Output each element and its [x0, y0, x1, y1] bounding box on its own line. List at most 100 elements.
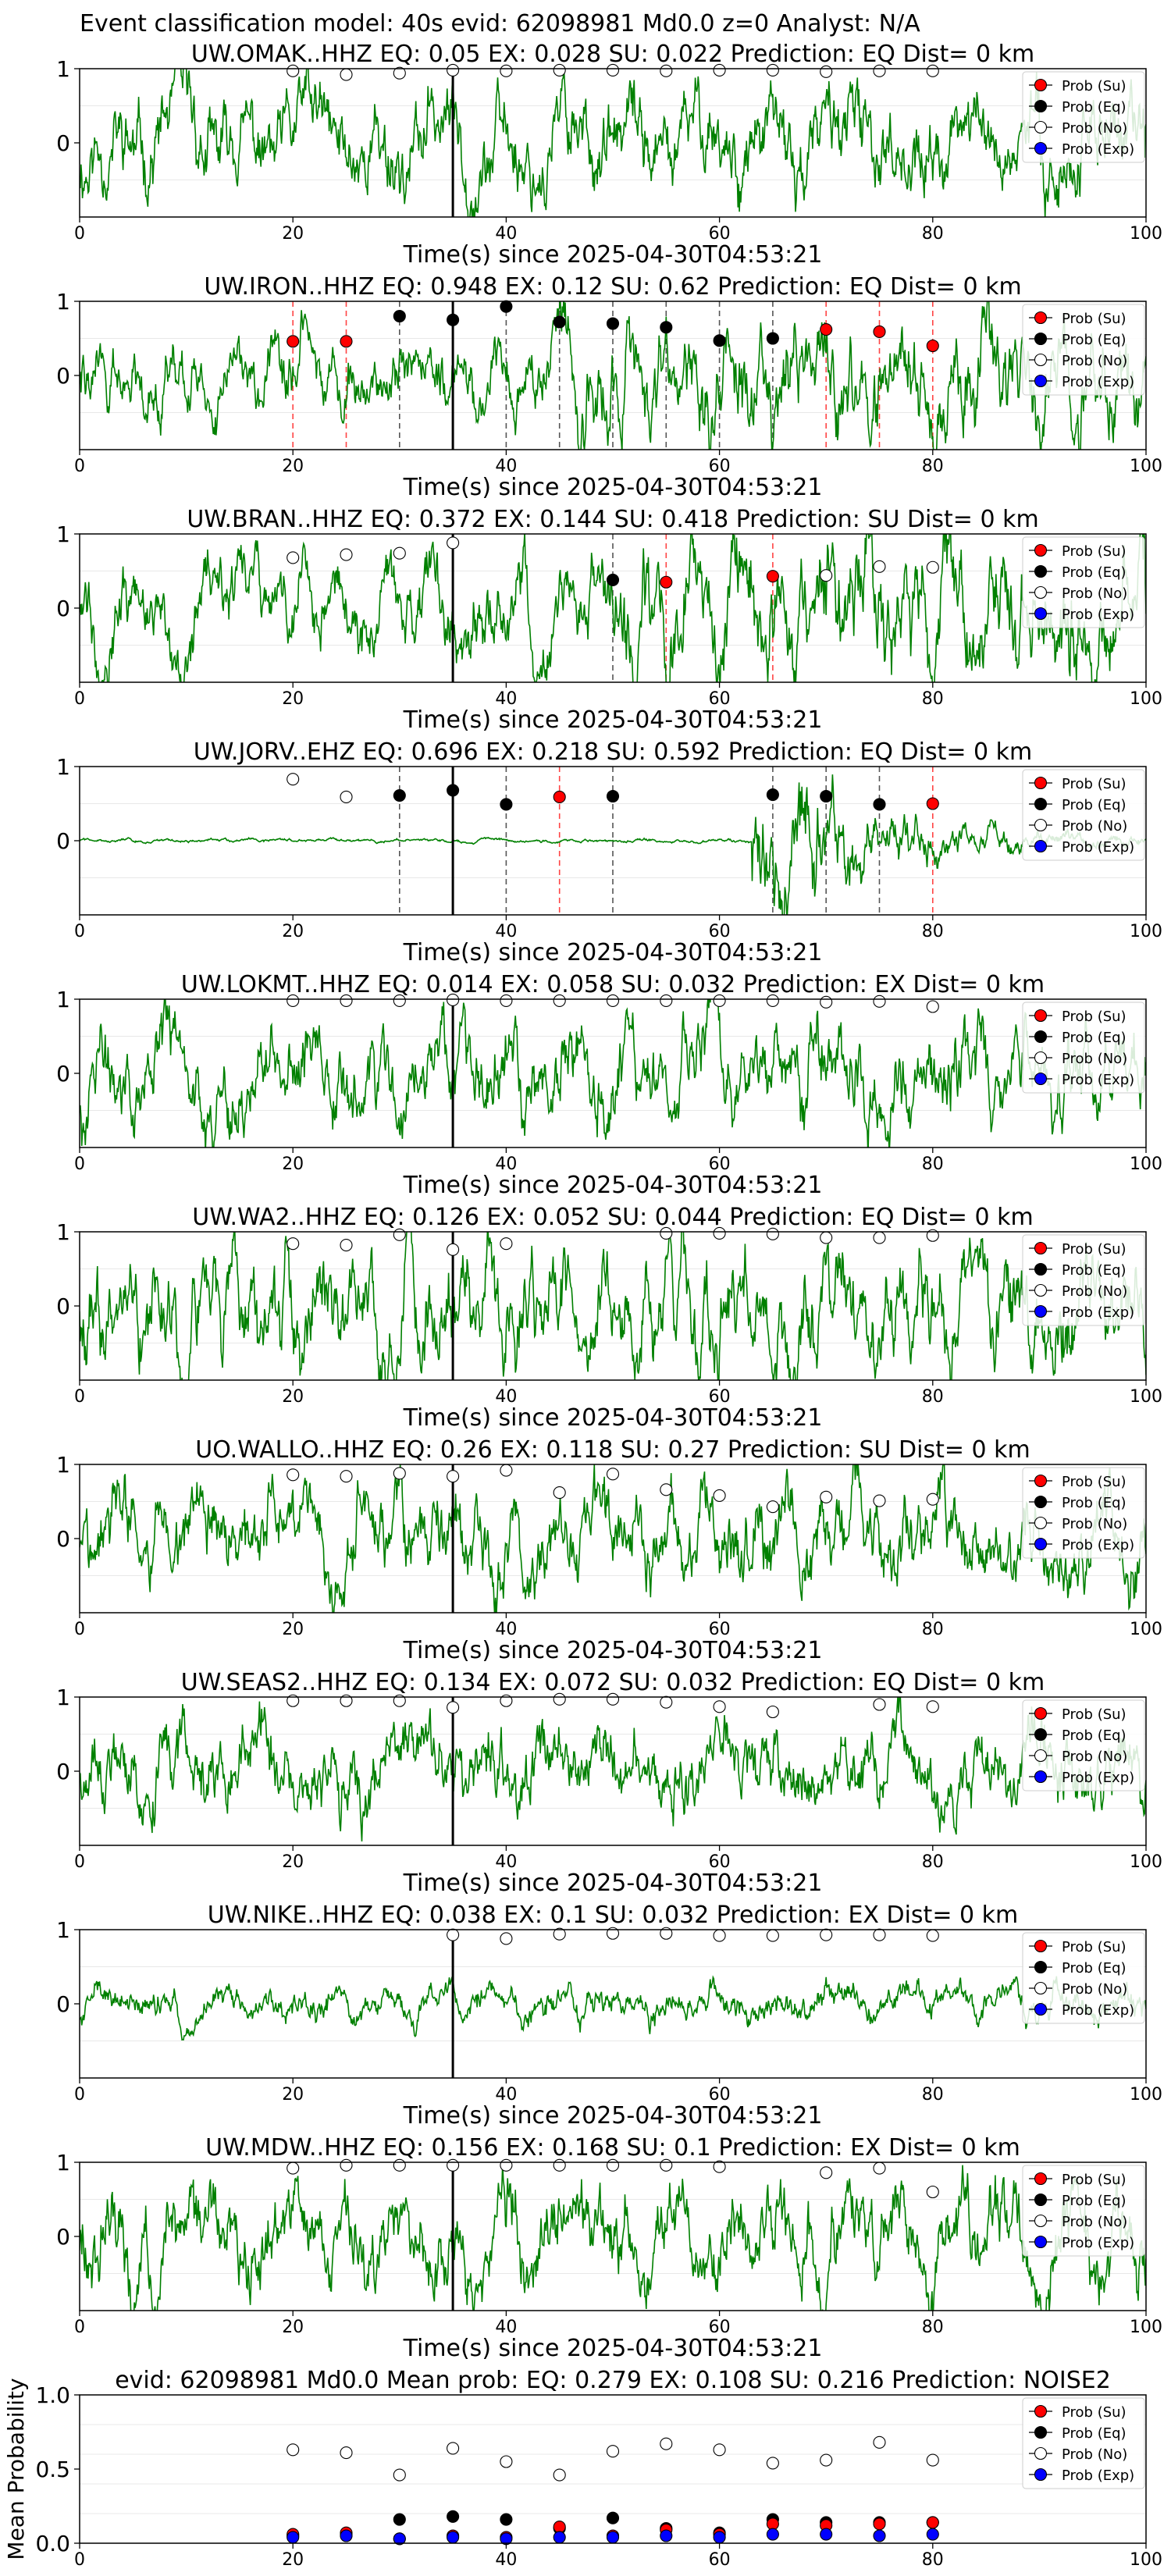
probability-marker-eq	[447, 784, 460, 797]
waveform-trace	[80, 1232, 1146, 1380]
waveform-trace	[80, 999, 1146, 1147]
mean-probability-marker-no	[340, 2446, 353, 2460]
panel-title: UW.SEAS2..HHZ EQ: 0.134 EX: 0.072 SU: 0.…	[181, 1669, 1045, 1696]
probability-marker-no	[500, 1464, 513, 1477]
probability-marker-no	[393, 2158, 406, 2172]
legend-box	[1022, 769, 1145, 861]
legend-label: Prob (Exp)	[1062, 2467, 1134, 2484]
legend-label: Prob (Eq)	[1062, 1262, 1127, 1279]
mean-probability-marker-eq	[393, 2513, 406, 2526]
legend-marker-su	[1034, 2404, 1048, 2418]
legend-marker-exp	[1034, 2002, 1048, 2016]
legend-label: Prob (Eq)	[1062, 1495, 1127, 1511]
legend-label: Prob (Exp)	[1062, 1537, 1134, 1553]
probability-marker-no	[660, 64, 673, 77]
axes-frame	[79, 998, 1147, 1148]
probability-marker-no	[926, 560, 939, 574]
legend-marker-su	[1034, 2172, 1048, 2186]
axes-frame	[79, 2161, 1147, 2311]
legend-label: Prob (Su)	[1062, 1706, 1127, 1723]
y-tick-label: 1	[56, 1685, 70, 1710]
legend-marker-no	[1034, 818, 1048, 832]
legend-box	[1022, 1932, 1145, 2024]
legend-marker-exp	[1034, 2467, 1048, 2482]
legend-label: Prob (Eq)	[1062, 1030, 1127, 1046]
x-tick-label: 0	[74, 2318, 85, 2337]
probability-marker-no	[500, 1932, 513, 1945]
legend-box	[1022, 1002, 1145, 1094]
legend-marker-su	[1034, 1009, 1048, 1023]
panel-6: UW.WA2..HHZ EQ: 0.126 EX: 0.052 SU: 0.04…	[56, 1204, 1162, 1432]
legend-label: Prob (Eq)	[1062, 1727, 1127, 1744]
x-axis-label: Time(s) since 2025-04-30T04:53:21	[403, 2102, 823, 2129]
x-axis-label: Time(s) since 2025-04-30T04:53:21	[403, 939, 823, 966]
x-tick-label: 60	[709, 1387, 731, 1407]
mean-probability-marker-no	[873, 2435, 886, 2449]
probability-marker-no	[660, 1483, 673, 1496]
x-tick-label: 100	[1130, 922, 1162, 941]
x-tick-label: 0	[74, 1387, 85, 1407]
panel-10: UW.MDW..HHZ EQ: 0.156 EX: 0.168 SU: 0.1 …	[56, 2134, 1162, 2362]
probability-marker-no	[606, 2158, 620, 2172]
x-tick-label: 80	[922, 1620, 944, 1639]
probability-marker-su	[340, 335, 353, 348]
probability-marker-no	[660, 994, 673, 1007]
x-tick-label: 100	[1130, 1387, 1162, 1407]
probability-marker-no	[766, 1929, 779, 1942]
legend-label: Prob (Su)	[1062, 1241, 1127, 1258]
x-tick-label: 40	[495, 2085, 517, 2105]
legend-label: Prob (No)	[1062, 818, 1127, 834]
mean-probability-marker-no	[447, 2442, 460, 2455]
probability-marker-no	[660, 1226, 673, 1240]
panel-4: UW.JORV..EHZ EQ: 0.696 EX: 0.218 SU: 0.5…	[56, 738, 1162, 966]
probability-marker-no	[820, 2166, 833, 2179]
y-axis-label: Mean Probability	[3, 2378, 29, 2560]
mean-probability-marker-exp	[873, 2529, 886, 2542]
y-tick-label: 1	[56, 521, 70, 547]
legend-marker-su	[1034, 78, 1048, 92]
legend-label: Prob (Eq)	[1062, 332, 1127, 348]
x-tick-label: 0	[74, 1620, 85, 1639]
x-tick-label: 40	[495, 224, 517, 244]
probability-marker-no	[926, 1700, 939, 1713]
probability-marker-no	[340, 1239, 353, 1252]
probability-marker-no	[447, 63, 460, 76]
x-tick-label: 0	[74, 1852, 85, 1872]
probability-marker-no	[926, 1000, 939, 1013]
x-tick-label: 20	[282, 457, 304, 476]
legend-marker-no	[1034, 1516, 1048, 1530]
legend-box	[1022, 1234, 1145, 1326]
x-tick-label: 0	[74, 1155, 85, 1174]
waveform-trace	[80, 69, 1146, 217]
legend-label: Prob (Eq)	[1062, 99, 1127, 116]
panel-3: UW.BRAN..HHZ EQ: 0.372 EX: 0.144 SU: 0.4…	[56, 506, 1162, 734]
probability-marker-no	[287, 1468, 300, 1482]
y-tick-label: 1	[56, 1219, 70, 1245]
mean-probability-marker-no	[553, 2468, 566, 2482]
mean-probability-marker-eq	[500, 2513, 513, 2526]
probability-marker-su	[820, 323, 833, 336]
legend-label: Prob (Eq)	[1062, 1960, 1127, 1976]
probability-marker-no	[606, 1927, 620, 1940]
waveform-trace	[80, 534, 1146, 682]
x-tick-label: 60	[709, 2550, 731, 2570]
legend-label: Prob (Su)	[1062, 2172, 1127, 2188]
y-tick-label: 1	[56, 289, 70, 315]
legend-marker-su	[1034, 311, 1048, 325]
probability-marker-eq	[553, 315, 566, 329]
y-tick-label: 0	[56, 1759, 70, 1784]
probability-marker-no	[873, 1928, 886, 1941]
probability-marker-no	[340, 1694, 353, 1707]
panel-title: UW.OMAK..HHZ EQ: 0.05 EX: 0.028 SU: 0.02…	[191, 41, 1034, 68]
legend-marker-no	[1034, 353, 1048, 367]
mean-probability-marker-no	[926, 2453, 939, 2467]
probability-marker-no	[340, 68, 353, 81]
probability-marker-no	[553, 1927, 566, 1941]
legend: Prob (Su) Prob (Eq) Prob (No) Prob (Exp)	[1022, 1932, 1145, 2024]
probability-marker-no	[447, 536, 460, 550]
panel-title: UW.JORV..EHZ EQ: 0.696 EX: 0.218 SU: 0.5…	[194, 738, 1032, 766]
mean-probability-marker-exp	[606, 2531, 620, 2544]
probability-marker-no	[447, 1470, 460, 1483]
legend-marker-eq	[1034, 564, 1048, 578]
x-tick-label: 60	[709, 1620, 731, 1639]
